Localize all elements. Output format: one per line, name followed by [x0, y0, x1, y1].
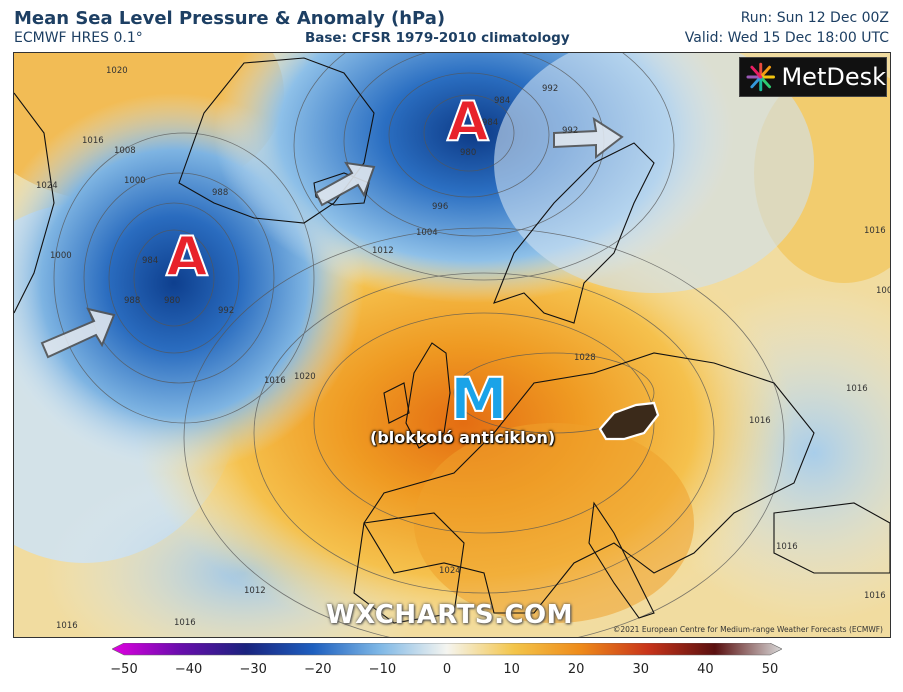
- colorbar-tick-label: 10: [503, 662, 520, 677]
- colorbar-tick-label: −20: [304, 662, 332, 677]
- isobar-label: 1004: [876, 286, 890, 296]
- isobar-label: 1020: [106, 66, 128, 76]
- isobar-label: 1016: [846, 384, 868, 394]
- metdesk-sun-icon: [746, 62, 775, 92]
- isobar-label: 1016: [264, 376, 286, 386]
- map-title: Mean Sea Level Pressure & Anomaly (hPa): [14, 8, 446, 29]
- isobar-label: 988: [212, 188, 228, 198]
- isobar-label: 1000: [124, 176, 146, 186]
- isobar-label: 984: [494, 96, 510, 106]
- isobar-label: 1016: [174, 618, 196, 628]
- isobar-label: 992: [562, 126, 578, 136]
- metdesk-logo: MetDesk: [739, 57, 887, 97]
- isobar-label: 1020: [294, 372, 316, 382]
- isobar-label: 1024: [439, 566, 461, 576]
- colorbar-tick-label: 30: [632, 662, 650, 677]
- isobar-label: 984: [482, 118, 498, 128]
- isobar-label: 1004: [416, 228, 438, 238]
- isobar-label: 1016: [82, 136, 104, 146]
- isobar-label: 992: [218, 306, 234, 316]
- isobar-label: 1024: [36, 181, 58, 191]
- low-pressure-west-marker: A: [165, 225, 209, 288]
- isobar-label: 992: [542, 84, 558, 94]
- colorbar-tick-label: 20: [567, 662, 585, 677]
- isobar-label: 996: [432, 202, 448, 212]
- isobar-label: 988: [124, 296, 140, 306]
- model-label: ECMWF HRES 0.1°: [14, 30, 143, 46]
- pressure-anomaly-map: 1020 1016 1008 1024 1000 988 984 980 992…: [13, 52, 891, 638]
- run-time: Run: Sun 12 Dec 00Z: [740, 10, 889, 26]
- isobar-label: 1016: [864, 226, 886, 236]
- colorbar-tick-label: 50: [761, 662, 779, 677]
- anomaly-colorbar: [112, 643, 782, 656]
- isobar-label: 980: [164, 296, 180, 306]
- colorbar-tick-label: −10: [368, 662, 397, 677]
- isobar-label: 1012: [244, 586, 266, 596]
- colorbar-tick-label: 0: [442, 662, 452, 677]
- metdesk-text: MetDesk: [781, 63, 886, 91]
- isobar-label: 1012: [372, 246, 394, 256]
- isobar-label: 1016: [864, 591, 886, 601]
- copyright-note: ©2021 European Centre for Medium-range W…: [612, 625, 883, 634]
- colorbar-tick-label: −40: [174, 662, 203, 677]
- low-pressure-north-marker: A: [446, 90, 490, 153]
- isobar-label: 1016: [776, 542, 798, 552]
- colorbar-tick-label: −30: [239, 662, 267, 677]
- isobar-label: 1028: [574, 353, 596, 363]
- colorbar-tick-label: 40: [697, 662, 714, 677]
- isobar-label: 1016: [56, 621, 78, 631]
- valid-time: Valid: Wed 15 Dec 18:00 UTC: [684, 30, 889, 46]
- isobar-label: 1016: [749, 416, 771, 426]
- wxcharts-watermark: WXCHARTS.COM: [326, 600, 574, 630]
- isobar-label: 1000: [50, 251, 72, 261]
- isobar-label: 1008: [114, 146, 136, 156]
- high-pressure-marker: M: [449, 365, 509, 433]
- isobar-label: 984: [142, 256, 158, 266]
- blocking-anticyclone-caption: (blokkoló anticiklon): [370, 428, 556, 447]
- colorbar-tick-label: −50: [110, 662, 138, 677]
- isobar-label: 980: [460, 148, 476, 158]
- climatology-base: Base: CFSR 1979-2010 climatology: [305, 30, 570, 46]
